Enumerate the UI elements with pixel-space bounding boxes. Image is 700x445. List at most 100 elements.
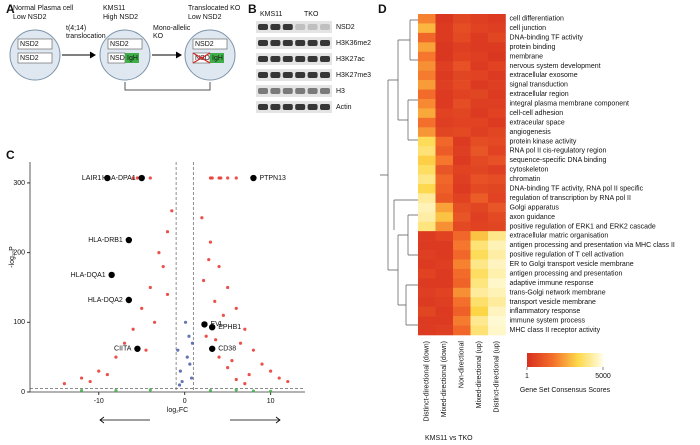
heatmap-cell — [435, 98, 454, 109]
point — [190, 341, 195, 345]
heatmap-cell — [470, 32, 489, 43]
row-label: axon guidance — [510, 214, 556, 221]
heatmap-cell — [470, 127, 489, 138]
point — [178, 369, 182, 373]
row-label: chromatin — [510, 176, 541, 183]
heatmap-cell — [470, 61, 489, 71]
labeled-point — [108, 271, 115, 279]
blot-band — [282, 56, 293, 62]
heatmap-cell — [488, 155, 506, 166]
panel-label: A — [6, 2, 15, 16]
blot-band — [258, 72, 268, 78]
arrow-label: t(4;14) — [66, 25, 86, 32]
heatmap-cell — [418, 165, 436, 175]
heatmap-cell — [418, 127, 436, 138]
point — [165, 292, 170, 297]
x-tick-label: 0 — [183, 398, 187, 405]
point — [217, 264, 221, 269]
point — [243, 327, 247, 331]
row-label: antigen processing and presentation — [510, 270, 623, 277]
point-label: HLA-DRB1 — [88, 237, 123, 244]
heatmap-cell — [488, 146, 506, 156]
heatmap-cell — [435, 202, 454, 213]
point-label: EPHB1 — [218, 324, 241, 331]
point-label: CIITA — [114, 346, 132, 353]
point — [176, 348, 180, 352]
point — [157, 251, 161, 255]
heatmap-cell — [470, 306, 489, 317]
blot-group: KMS11 — [260, 11, 283, 18]
point — [140, 306, 144, 310]
blot-row-label: Actin — [336, 104, 352, 111]
point — [234, 388, 238, 392]
blot-band — [282, 104, 293, 110]
heatmap-cell — [488, 221, 506, 232]
blot-band — [307, 88, 318, 94]
heatmap-cell — [418, 183, 436, 194]
point — [251, 389, 256, 393]
point — [208, 389, 213, 393]
row-label: MHC class II receptor activity — [510, 327, 601, 334]
heatmap-cell — [418, 42, 436, 53]
point — [187, 334, 191, 338]
point — [135, 176, 140, 180]
blot-band — [270, 72, 281, 78]
gene-label: NSD2 — [110, 41, 129, 48]
labeled-point — [104, 174, 111, 182]
heatmap-cell — [435, 174, 454, 185]
heatmap-cell — [470, 70, 489, 81]
heatmap-cell — [453, 221, 471, 232]
heatmap-cell — [488, 325, 506, 336]
panel-label: C — [6, 148, 15, 162]
arrow-label: KO — [153, 33, 164, 40]
heatmap-cell — [453, 250, 471, 260]
heatmap-cell — [418, 117, 436, 128]
knockout-cross — [192, 52, 211, 64]
row-label: cell-cell adhesion — [510, 110, 564, 117]
heatmap-cell — [453, 278, 471, 289]
heatmap-cell — [435, 221, 454, 232]
heatmap-cell — [435, 146, 454, 156]
point — [105, 372, 109, 377]
row-label: RNA pol II cis-regulatory region — [510, 148, 607, 155]
labeled-point — [208, 323, 216, 331]
blot-row-label: H3K27ac — [336, 56, 365, 63]
row-label: DNA-binding TF activity — [510, 34, 584, 41]
heatmap-cell — [418, 70, 436, 81]
blot-band — [282, 24, 293, 30]
gene-box — [17, 38, 53, 50]
heatmap-cell — [435, 287, 454, 298]
heatmap-cell — [435, 51, 454, 62]
row-label: DNA-binding TF activity, RNA pol II spec… — [510, 186, 644, 193]
point — [189, 376, 194, 380]
heatmap-cell — [435, 42, 454, 53]
gene-box — [17, 52, 53, 64]
blot-band — [320, 72, 330, 78]
heatmap-cell — [418, 80, 436, 90]
point — [131, 176, 135, 180]
blot-band — [282, 40, 293, 46]
heatmap-cell — [470, 316, 489, 326]
row-label: protein kinase activity — [510, 138, 577, 145]
stage-title: Normal Plasma cell — [13, 5, 74, 12]
row-label: integral plasma membrane component — [510, 101, 630, 108]
point — [183, 320, 188, 324]
y-axis-label: -log₁₀P — [9, 246, 16, 268]
labeled-point — [125, 236, 133, 244]
heatmap-cell — [488, 278, 506, 289]
blot-band — [320, 88, 330, 94]
heatmap-cell — [470, 155, 489, 166]
labeled-point — [208, 345, 216, 352]
heatmap-cell — [418, 146, 436, 156]
point — [286, 379, 290, 384]
blot-band — [295, 40, 306, 46]
point — [234, 306, 238, 310]
gene-label: NSD2 — [20, 55, 39, 62]
y-tick-label: 100 — [13, 319, 25, 326]
heatmap-cell — [418, 250, 436, 260]
heatmap-cell — [418, 212, 436, 223]
row-label: antigen processing and presentation via … — [510, 242, 675, 249]
heatmap-cell — [453, 155, 471, 166]
heatmap-cell — [470, 14, 489, 24]
heatmap-cell — [435, 89, 454, 100]
